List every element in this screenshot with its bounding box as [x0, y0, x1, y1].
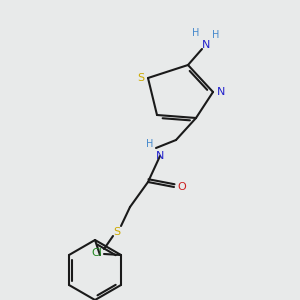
- Text: O: O: [178, 182, 186, 192]
- Text: N: N: [156, 151, 164, 161]
- Text: H: H: [146, 139, 154, 149]
- Text: H: H: [212, 30, 220, 40]
- Text: S: S: [137, 73, 145, 83]
- Text: N: N: [217, 87, 225, 97]
- Text: H: H: [192, 28, 200, 38]
- Text: S: S: [113, 227, 121, 237]
- Text: Cl: Cl: [92, 248, 102, 258]
- Text: N: N: [202, 40, 210, 50]
